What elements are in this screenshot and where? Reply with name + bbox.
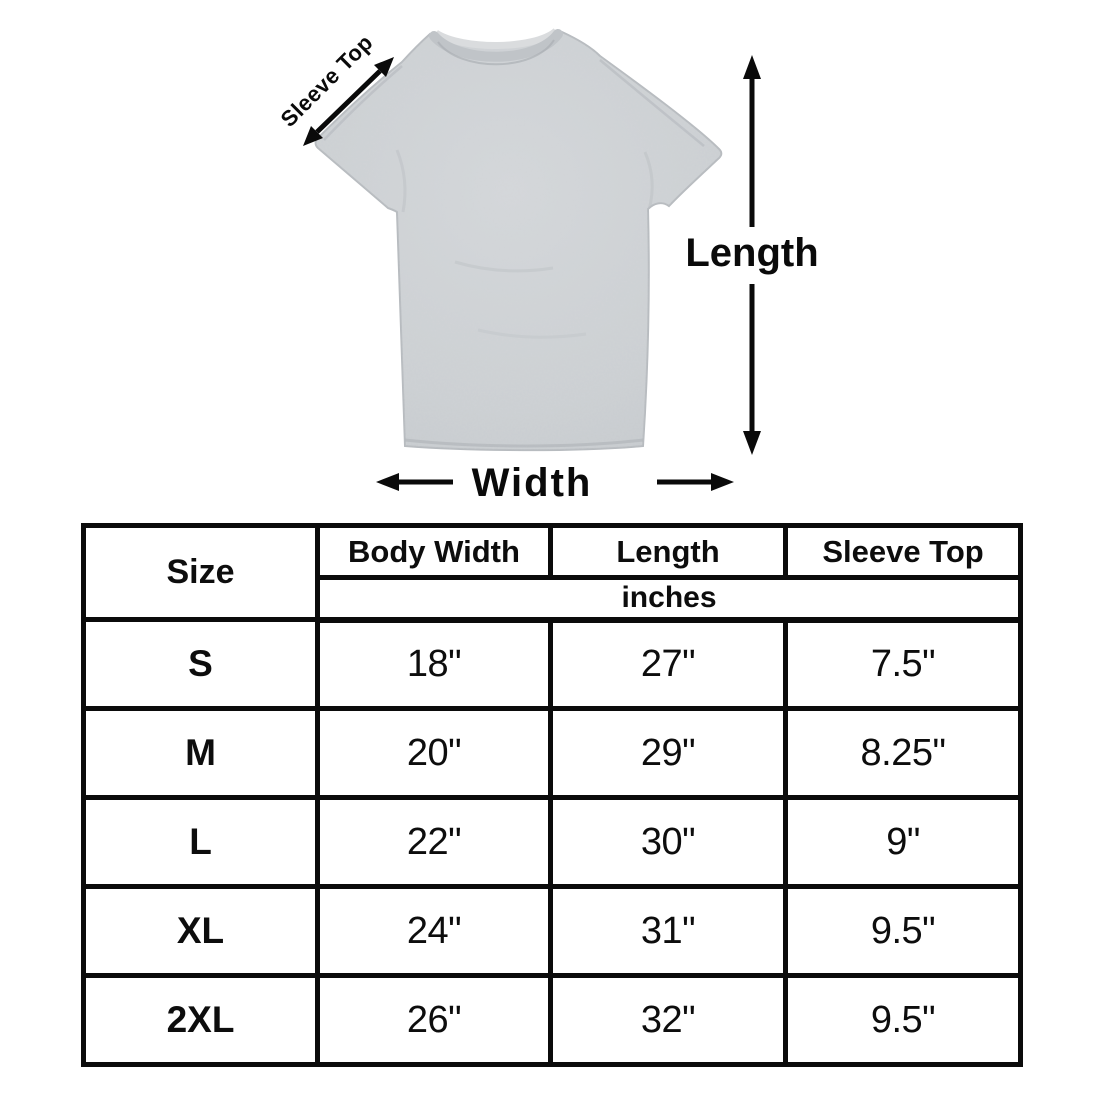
body-width-cell: 22" bbox=[315, 795, 553, 889]
tshirt-fabric-texture bbox=[315, 32, 722, 451]
size-cell: S bbox=[81, 617, 320, 711]
sleeve-top-cell: 7.5" bbox=[783, 617, 1023, 711]
size-cell: M bbox=[81, 706, 320, 800]
unit-row: inches bbox=[84, 575, 1023, 623]
length-dimension: Length bbox=[685, 55, 819, 455]
body-width-cell: 18" bbox=[315, 617, 553, 711]
sleeve-top-cell: 8.25" bbox=[783, 706, 1023, 800]
sleeve-top-cell: 9" bbox=[783, 795, 1023, 889]
size-cell: 2XL bbox=[81, 973, 320, 1067]
size-cell: L bbox=[81, 795, 320, 889]
table-row-xl: XL 24" 31" 9.5" bbox=[81, 884, 1023, 978]
sleeve-top-cell: 9.5" bbox=[783, 973, 1023, 1067]
table-row-s: S 18" 27" 7.5" bbox=[81, 617, 1023, 711]
column-header-sleeve-top: Sleeve Top bbox=[783, 523, 1023, 580]
length-cell: 31" bbox=[548, 884, 788, 978]
body-width-cell: 20" bbox=[315, 706, 553, 800]
sleeve-top-cell: 9.5" bbox=[783, 884, 1023, 978]
arrowhead-down-icon bbox=[743, 431, 761, 455]
length-cell: 32" bbox=[548, 973, 788, 1067]
size-cell: XL bbox=[81, 884, 320, 978]
length-cell: 29" bbox=[548, 706, 788, 800]
tshirt-measurement-diagram: Sleeve Top Length Width bbox=[276, 28, 819, 505]
width-label: Width bbox=[472, 461, 593, 505]
arrowhead-right-icon bbox=[711, 473, 734, 491]
body-width-cell: 24" bbox=[315, 884, 553, 978]
column-header-size: Size bbox=[81, 523, 320, 622]
column-header-length: Length bbox=[548, 523, 788, 580]
length-label: Length bbox=[685, 231, 818, 275]
arrowhead-left-icon bbox=[376, 473, 399, 491]
unit-label: inches bbox=[315, 575, 1023, 623]
tshirt-image bbox=[314, 28, 723, 452]
width-dimension: Width bbox=[376, 461, 734, 505]
arrowhead-down-left-icon bbox=[303, 126, 323, 146]
body-width-cell: 26" bbox=[315, 973, 553, 1067]
table-row-l: L 22" 30" 9" bbox=[81, 795, 1023, 889]
header-row: Size Body Width Length Sleeve Top bbox=[81, 523, 1023, 622]
tshirt-collar bbox=[429, 28, 563, 66]
length-cell: 30" bbox=[548, 795, 788, 889]
length-cell: 27" bbox=[548, 617, 788, 711]
size-chart-table: Size Body Width Length Sleeve Top inches… bbox=[81, 523, 1023, 1067]
arrowhead-up-icon bbox=[743, 55, 761, 79]
arrowhead-up-right-icon bbox=[374, 57, 394, 77]
table-row-2xl: 2XL 26" 32" 9.5" bbox=[81, 973, 1023, 1067]
size-chart-section: Size Body Width Length Sleeve Top inches… bbox=[81, 523, 1023, 1067]
column-header-body-width: Body Width bbox=[315, 523, 553, 580]
table-row-m: M 20" 29" 8.25" bbox=[81, 706, 1023, 800]
